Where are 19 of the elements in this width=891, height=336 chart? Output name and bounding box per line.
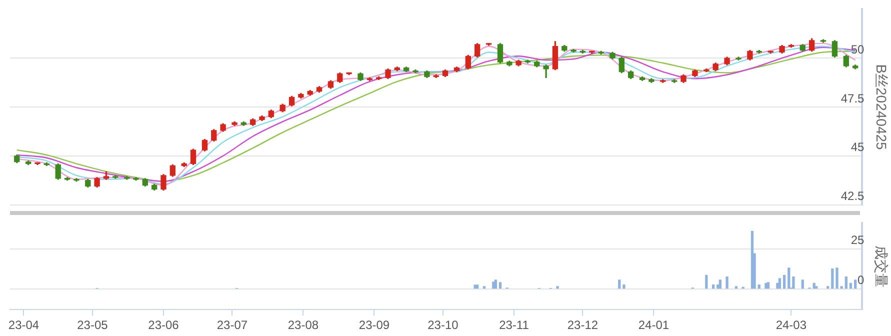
x-tick-label: 23-06 [148,318,180,332]
x-tick-label: 23-12 [567,318,598,332]
x-tick-label: 23-08 [288,318,319,332]
x-tick-label: 23-05 [77,318,108,332]
y-tick-label: 50 [850,42,865,56]
x-tick-label: 23-07 [216,318,248,332]
x-tick-label: 23-09 [358,318,390,332]
x-tick-label: 23-11 [499,318,530,332]
y-axis-title: B丝20240425 [874,64,890,150]
y-tick-label: 42.5 [840,189,865,204]
x-tick-label: 23-04 [8,318,40,332]
x-tick-label: 24-03 [776,318,807,332]
y-tick-label: 47.5 [840,91,865,106]
x-tick-label: 23-10 [428,318,459,332]
y-tick-label: 45 [850,140,865,154]
y-axis-title: 成交量 [874,245,890,288]
y-tick-label: 25 [850,233,865,248]
y-tick-label: 0 [858,273,865,288]
x-tick-label: 24-01 [638,318,670,332]
